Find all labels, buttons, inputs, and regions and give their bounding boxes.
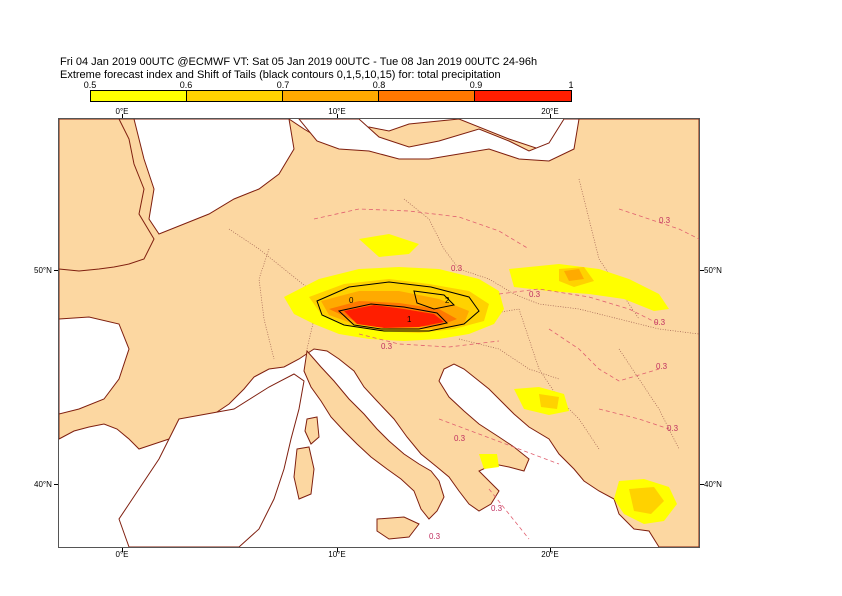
colorbar-segment [379, 91, 475, 101]
border-line [228, 228, 350, 320]
lat-label-left: 40°N [34, 480, 52, 489]
lon-label-bottom: 10°E [328, 550, 346, 559]
colorbar-tick: 0.7 [276, 80, 290, 90]
colorbar-tick: 0.5 [83, 80, 97, 90]
colorbar-tick: 0.8 [372, 80, 386, 90]
efi-dashed-contour [618, 208, 700, 240]
sot-labels: 0 1 2 [349, 296, 450, 324]
efi-dashed-contour [488, 488, 530, 540]
map-panel: 0.3 0.3 0.3 0.3 0.3 0.3 0.3 0.3 0.3 0.3 … [58, 118, 700, 548]
efi-label: 0.3 [659, 216, 671, 225]
border-line [458, 338, 560, 380]
efi-dashed-contours [313, 208, 700, 540]
sea-north [133, 118, 295, 235]
border-line [258, 248, 275, 360]
sot-label: 2 [445, 296, 450, 305]
efi-dashed-contour [438, 418, 560, 465]
sea-baltic [297, 118, 580, 162]
lat-label-right: 50°N [704, 266, 722, 275]
sot-contours [316, 281, 480, 332]
lat-label-right: 40°N [704, 480, 722, 489]
tick-mark [54, 270, 58, 271]
tick-mark [54, 484, 58, 485]
tick-mark [700, 484, 704, 485]
sot-contour-2 [413, 290, 456, 310]
chart-title-line-1: Fri 04 Jan 2019 00UTC @ECMWF VT: Sat 05 … [60, 56, 538, 68]
sot-contour-1 [337, 303, 449, 330]
efi-gold-area [539, 394, 559, 409]
efi-label: 0.3 [381, 342, 393, 351]
efi-yellow-area [359, 234, 419, 257]
colorbar-segment [283, 91, 379, 101]
tick-mark [122, 114, 123, 118]
sot-label: 0 [349, 296, 354, 305]
efi-yellow-area [479, 454, 499, 469]
colorbar-segment [475, 91, 571, 101]
efi-gold-area [629, 487, 664, 514]
land-corsica [304, 416, 320, 445]
border-line [618, 348, 680, 450]
efi-dashed-contour [313, 208, 530, 250]
land-britain [58, 118, 155, 272]
efi-label: 0.3 [529, 290, 541, 299]
tick-mark [700, 270, 704, 271]
efi-dashed-contour [548, 328, 660, 382]
tick-mark [337, 548, 338, 552]
efi-yellow-area [509, 264, 669, 311]
lat-label-left: 50°N [34, 266, 52, 275]
efi-label: 0.3 [654, 318, 666, 327]
efi-labels: 0.3 0.3 0.3 0.3 0.3 0.3 0.3 0.3 0.3 0.3 [381, 216, 679, 541]
efi-label: 0.3 [429, 532, 441, 541]
colorbar-segment [91, 91, 187, 101]
colorbar-tick: 0.9 [469, 80, 483, 90]
efi-dashed-contour [358, 333, 500, 348]
efi-label: 0.3 [491, 504, 503, 513]
sot-label: 1 [407, 315, 412, 324]
lon-label-top: 10°E [328, 107, 346, 116]
efi-label: 0.3 [451, 264, 463, 273]
chart-title-line-2: Extreme forecast index and Shift of Tail… [60, 69, 501, 81]
sot-contour-0 [316, 281, 480, 332]
colorbar [90, 90, 572, 102]
tick-mark [550, 548, 551, 552]
lon-label-top: 0°E [115, 107, 129, 116]
colorbar-segment [187, 91, 283, 101]
efi-dashed-contour [498, 288, 660, 325]
land-sicily [376, 516, 420, 540]
sea-biscay [58, 316, 130, 415]
land-italy [303, 349, 445, 520]
efi-orange-area [564, 269, 584, 281]
tick-mark [337, 114, 338, 118]
lon-label-bottom: 20°E [541, 550, 559, 559]
efi-label: 0.3 [656, 362, 668, 371]
sea-mediterranean [118, 373, 305, 548]
tick-mark [550, 114, 551, 118]
map-canvas: 0.3 0.3 0.3 0.3 0.3 0.3 0.3 0.3 0.3 0.3 … [58, 118, 700, 548]
efi-label: 0.3 [454, 434, 466, 443]
lon-label-bottom: 0°E [115, 550, 129, 559]
tick-mark [122, 548, 123, 552]
colorbar-tick: 1 [568, 80, 574, 90]
efi-label: 0.3 [667, 424, 679, 433]
lon-label-top: 20°E [541, 107, 559, 116]
land-sardinia [293, 446, 315, 500]
border-line [403, 198, 490, 280]
colorbar-tick: 0.6 [179, 80, 193, 90]
efi-red-area [344, 305, 444, 328]
